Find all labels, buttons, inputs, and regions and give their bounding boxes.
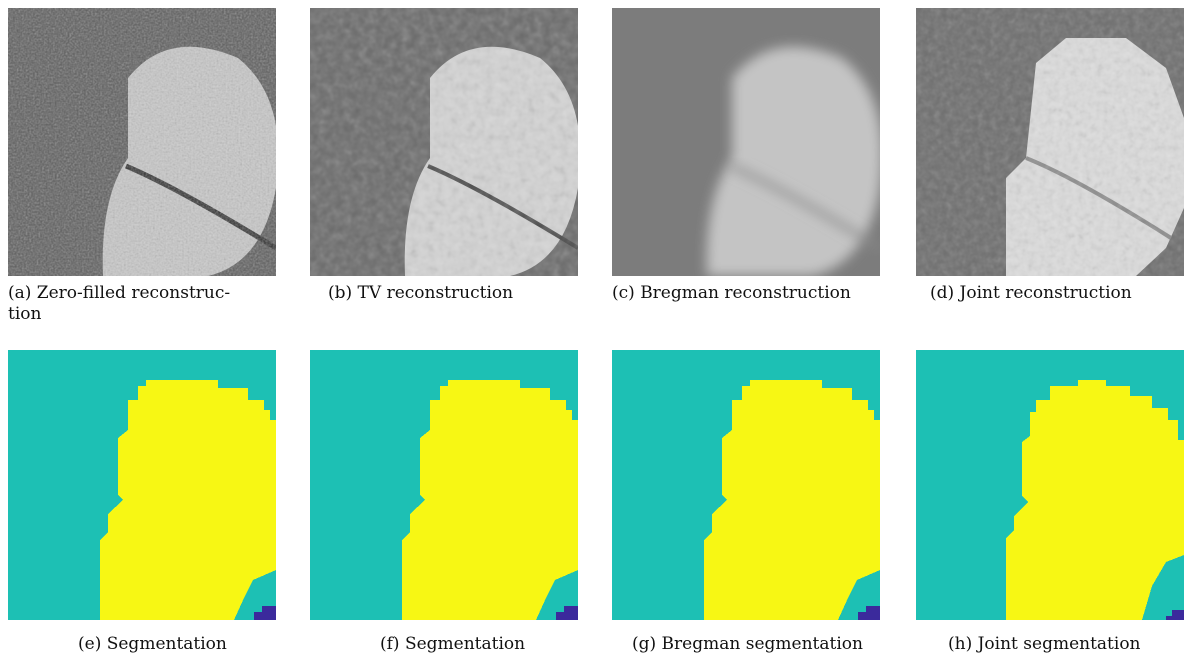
segmentation-e-map bbox=[8, 350, 276, 620]
caption-h: (h) Joint segmentation bbox=[948, 634, 1141, 654]
segmentation-g-map bbox=[612, 350, 880, 620]
caption-a: (a) Zero-filled reconstruc- tion bbox=[8, 283, 231, 324]
segmentation-h-map bbox=[916, 350, 1184, 620]
segmentation-e bbox=[8, 350, 276, 620]
caption-d: (d) Joint reconstruction bbox=[930, 283, 1132, 303]
segmentation-f bbox=[310, 350, 578, 620]
tv-image bbox=[310, 8, 578, 276]
caption-c: (c) Bregman reconstruction bbox=[612, 283, 851, 303]
joint-image bbox=[916, 8, 1184, 276]
caption-f: (f) Segmentation bbox=[380, 634, 526, 654]
segmentation-g bbox=[612, 350, 880, 620]
segmentation-h bbox=[916, 350, 1184, 620]
image-tv-reconstruction bbox=[310, 8, 578, 276]
image-joint-reconstruction bbox=[916, 8, 1184, 276]
caption-b: (b) TV reconstruction bbox=[328, 283, 514, 303]
caption-e: (e) Segmentation bbox=[78, 634, 227, 654]
zero-filled-image bbox=[8, 8, 276, 276]
segmentation-f-map bbox=[310, 350, 578, 620]
image-zero-filled-reconstruction bbox=[8, 8, 276, 276]
caption-g: (g) Bregman segmentation bbox=[632, 634, 863, 654]
image-bregman-reconstruction bbox=[612, 8, 880, 276]
bregman-image bbox=[612, 8, 880, 276]
